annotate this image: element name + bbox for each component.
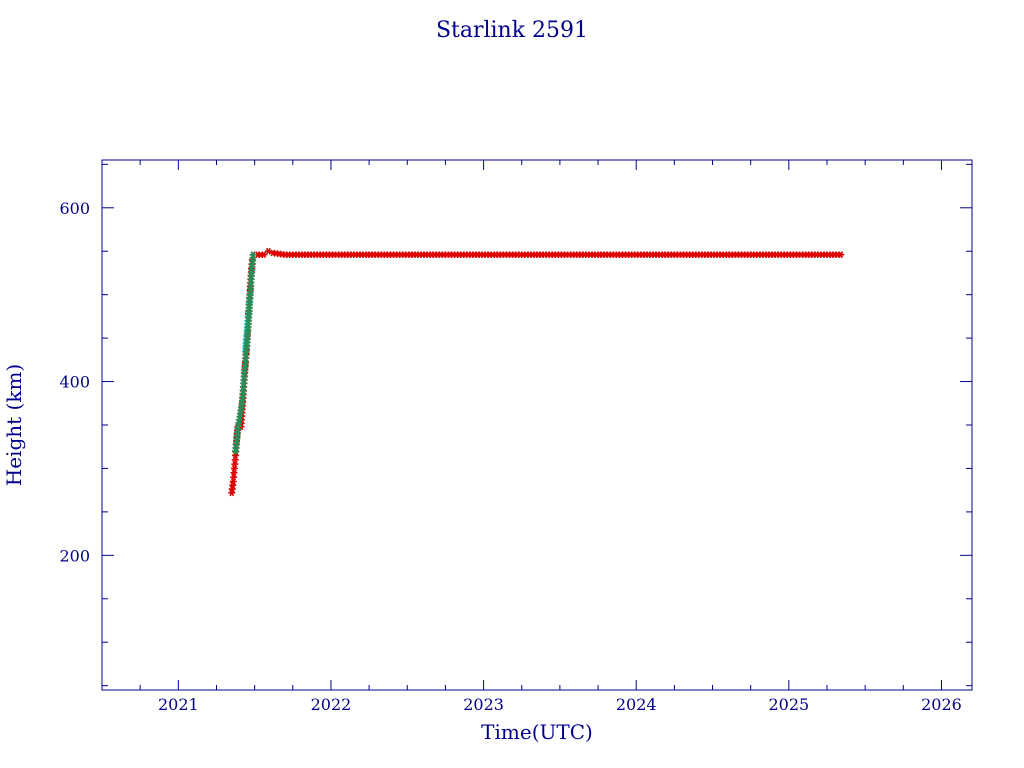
plot-frame [101,159,973,691]
data-point-stroke [261,251,267,259]
axis-ticks [101,160,972,690]
data-point-stroke [250,251,256,259]
data-points [228,247,845,497]
x-tick-label: 2021 [158,695,199,714]
data-point [260,251,268,259]
axis-tick-labels: 2021 2022 2023 2024 2025 2026 200 400 600 [59,199,961,714]
data-point-stroke [838,251,844,259]
x-tick-label: 2022 [311,695,352,714]
x-tick-label: 2025 [768,695,809,714]
y-tick-label: 200 [59,546,90,565]
y-tick-label: 600 [59,199,90,218]
x-tick-label: 2023 [463,695,504,714]
data-point [249,251,257,259]
data-point-stroke [265,247,271,255]
chart-title: Starlink 2591 [436,18,588,43]
x-axis-title: Time(UTC) [481,720,593,744]
y-tick-label: 400 [59,373,90,392]
y-axis-title: Height (km) [2,364,26,486]
x-tick-label: 2024 [616,695,657,714]
data-point [837,251,845,259]
x-tick-label: 2026 [921,695,962,714]
